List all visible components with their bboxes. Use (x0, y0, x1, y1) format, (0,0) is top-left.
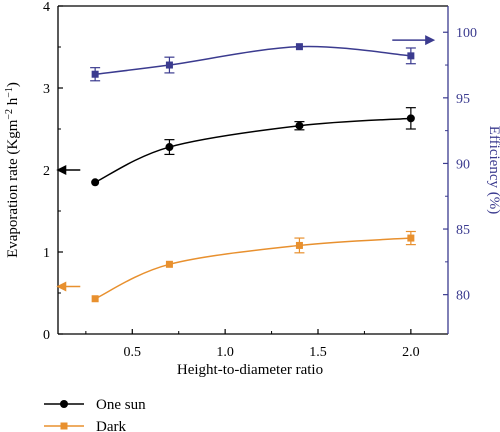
x-tick-label: 0.5 (124, 345, 142, 360)
series-line (94, 117, 411, 183)
arrow-head (56, 281, 67, 292)
data-point (91, 70, 99, 78)
legend-label: One sun (96, 397, 146, 413)
legend-label: Dark (96, 419, 126, 432)
right-y-tick-label: 80 (456, 289, 470, 304)
left-y-tick-label: 1 (43, 246, 50, 261)
left-y-tick-label: 2 (43, 164, 50, 179)
x-tick-label: 1.5 (309, 345, 327, 360)
series-one-sun (91, 107, 416, 187)
data-point (165, 260, 173, 268)
one-sun-axis-arrow (56, 165, 81, 175)
arrow-head (425, 35, 436, 46)
data-point (295, 121, 304, 130)
axis-arrows (56, 35, 436, 292)
right-y-axis-ticks: 80 85 90 95 100 (443, 26, 477, 304)
legend-marker (60, 400, 68, 408)
data-point (407, 52, 415, 60)
series-layer (90, 43, 416, 303)
right-y-tick-label: 85 (456, 223, 470, 238)
series-dark (91, 230, 416, 303)
right-y-axis-title: Efficiency (%) (486, 126, 500, 214)
x-tick-label: 2.0 (402, 345, 420, 360)
dark-axis-arrow (56, 281, 81, 292)
series-efficiency (90, 43, 416, 82)
data-point (295, 241, 303, 249)
left-y-tick-label: 3 (43, 82, 50, 97)
data-point (295, 43, 303, 51)
data-point (165, 143, 174, 152)
data-point (406, 114, 415, 123)
data-point (91, 295, 99, 303)
left-y-tick-label: 4 (43, 0, 50, 15)
right-y-tick-label: 95 (456, 92, 470, 107)
legend-item: One sun (44, 397, 146, 413)
data-point (91, 178, 100, 187)
data-point (407, 234, 415, 242)
right-y-tick-label: 100 (456, 26, 477, 41)
legend: One sun Dark (44, 397, 146, 432)
left-y-tick-label: 0 (43, 328, 50, 343)
data-point (165, 61, 173, 69)
left-y-axis-title: Evaporation rate (Kgm−2 h−1) (4, 82, 22, 258)
legend-marker (60, 422, 68, 430)
x-axis-title: Height-to-diameter ratio (177, 362, 323, 378)
legend-item: Dark (44, 419, 126, 432)
x-tick-label: 1.0 (216, 345, 234, 360)
series-line (95, 45, 411, 75)
efficiency-axis-arrow (392, 35, 436, 46)
x-axis-ticks: 0.5 1.0 1.5 2.0 (85, 329, 420, 360)
series-line (94, 237, 411, 300)
right-y-tick-label: 90 (456, 157, 470, 172)
arrow-head (56, 165, 67, 175)
